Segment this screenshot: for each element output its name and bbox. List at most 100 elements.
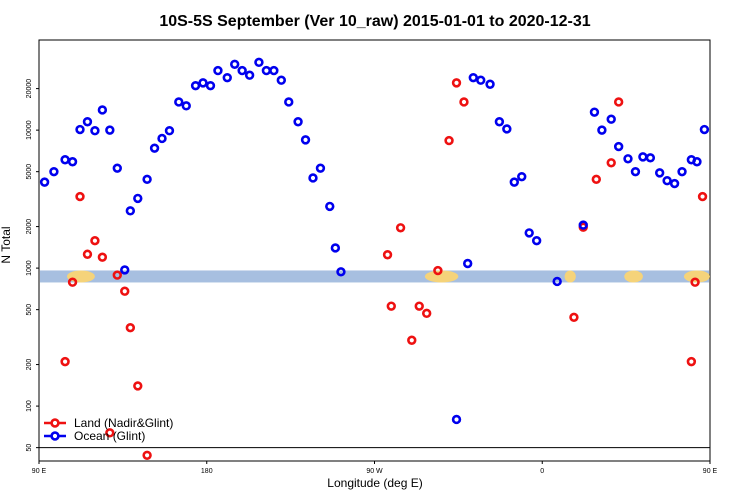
x-tick-label: 90 E: [32, 468, 47, 475]
legend-marker: [50, 431, 60, 441]
ocean-point: [205, 80, 216, 91]
ocean-point: [293, 117, 303, 127]
land-point: [90, 236, 100, 246]
ocean-point: [669, 178, 680, 189]
ocean-point: [517, 171, 527, 182]
ocean-point: [105, 125, 115, 135]
ocean-point: [284, 97, 294, 107]
ocean-point: [125, 206, 136, 216]
y-tick-label: 1000: [26, 260, 33, 276]
ocean-point: [269, 65, 279, 76]
ocean-point: [164, 126, 175, 136]
ocean-point: [174, 97, 184, 107]
x-tick-label: 0: [540, 468, 544, 475]
ocean-point: [578, 220, 588, 230]
x-tick-label: 90 E: [703, 468, 718, 475]
land-point: [386, 301, 396, 311]
y-tick-label: 200: [26, 359, 33, 371]
land-point: [133, 381, 143, 391]
ocean-point: [638, 152, 648, 162]
land-point: [697, 191, 708, 202]
ocean-point: [261, 65, 272, 76]
land-point: [613, 97, 624, 107]
y-axis-label: N Total: [0, 226, 13, 263]
ocean-point: [315, 163, 326, 173]
ocean-point: [597, 125, 607, 135]
ocean-point: [198, 78, 208, 88]
ocean-point: [39, 177, 50, 187]
land-point: [142, 450, 152, 460]
chart-title: 10S-5S September (Ver 10_raw) 2015-01-01…: [159, 13, 590, 30]
ocean-point: [142, 174, 152, 185]
x-tick-label: 90 W: [366, 468, 383, 475]
land-point: [414, 301, 424, 311]
land-point: [433, 265, 443, 276]
ocean-point: [476, 75, 486, 85]
map-strip: [40, 270, 710, 283]
ocean-point: [509, 177, 519, 187]
y-tick-label: 100: [26, 400, 33, 412]
plot-frame: [38, 39, 711, 462]
y-axis: 50 100 200 500 1000 2000 5000 10000 20000: [26, 79, 39, 452]
ocean-point: [190, 80, 201, 91]
land-point: [112, 270, 122, 280]
ocean-point: [244, 70, 255, 80]
land-point: [67, 277, 78, 287]
map-strip-ocean: [40, 270, 709, 283]
land-point: [82, 249, 93, 259]
data-points: [39, 57, 710, 460]
y-tick-label: 50: [26, 444, 33, 452]
ocean-point: [67, 157, 78, 167]
ocean-point: [699, 124, 710, 135]
land-point: [75, 191, 85, 202]
ocean-point: [677, 166, 687, 177]
ocean-point: [82, 117, 93, 127]
ocean-point: [645, 153, 656, 163]
ocean-point: [336, 267, 346, 277]
ocean-point: [254, 57, 264, 68]
map-strip-land: [424, 270, 459, 283]
ocean-point: [502, 124, 512, 134]
land-point: [60, 356, 70, 367]
land-point: [690, 277, 700, 287]
ocean-point: [49, 166, 59, 177]
land-point: [421, 308, 432, 319]
legend-label: Ocean (Glint): [74, 429, 145, 443]
ocean-point: [494, 117, 505, 127]
ocean-point: [552, 276, 562, 287]
land-point: [395, 223, 406, 233]
ocean-point: [237, 65, 247, 76]
land-point: [125, 322, 136, 333]
ocean-point: [654, 168, 665, 178]
ocean-point: [623, 154, 633, 164]
ocean-point: [613, 141, 624, 152]
ocean-point: [451, 414, 462, 425]
ocean-point: [75, 124, 85, 135]
ocean-point: [213, 65, 223, 76]
land-point: [591, 174, 602, 185]
ocean-point: [485, 79, 495, 89]
ocean-point: [330, 243, 341, 253]
ocean-point: [692, 157, 702, 167]
land-point: [451, 78, 462, 88]
ocean-point: [589, 107, 600, 117]
ocean-point: [230, 59, 240, 69]
legend-label: Land (Nadir&Glint): [74, 416, 173, 430]
legend: Land (Nadir&Glint)Ocean (Glint): [44, 416, 173, 443]
ocean-point: [60, 155, 70, 165]
land-point: [686, 356, 697, 367]
land-point: [444, 135, 454, 146]
y-tick-label: 20000: [26, 79, 33, 99]
ocean-point: [531, 236, 542, 246]
ocean-point: [120, 265, 130, 275]
ocean-point: [308, 173, 318, 183]
legend-marker: [50, 418, 60, 428]
ocean-point: [97, 105, 108, 115]
land-point: [97, 252, 108, 262]
land-point: [569, 312, 579, 323]
ocean-point: [630, 166, 641, 177]
ocean-point: [149, 143, 160, 153]
ocean-point: [181, 101, 191, 111]
y-tick-label: 2000: [26, 219, 33, 235]
